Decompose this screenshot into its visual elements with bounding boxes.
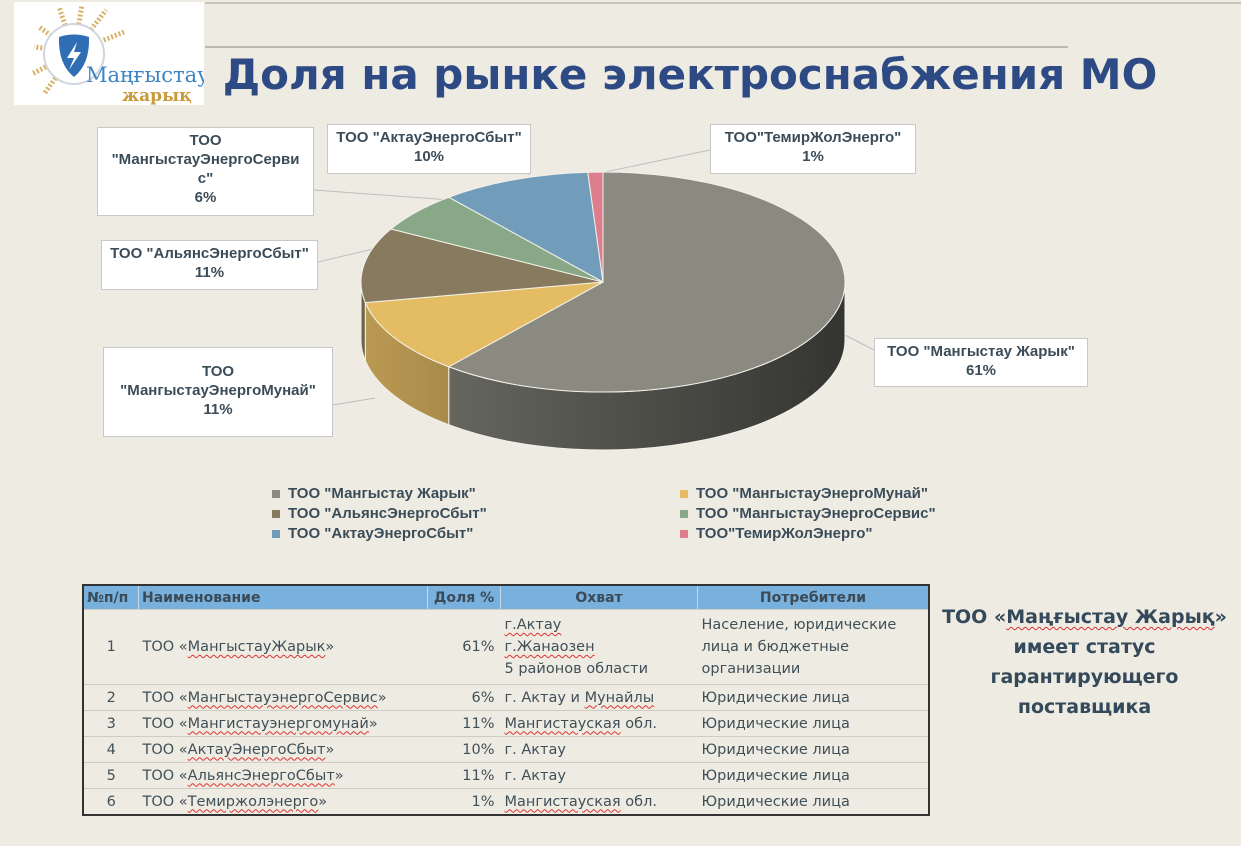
cell-number: 5	[83, 762, 139, 789]
cell-coverage: Мангистауская обл.	[500, 788, 698, 815]
cell-name: ТОО «АльянсЭнергоСбыт»	[138, 762, 428, 789]
data-label-temirzholenergo: ТОО"ТемирЖолЭнерго" 1%	[710, 124, 916, 174]
company-logo: Маңғыстау жарық	[14, 2, 210, 106]
cell-number: 2	[83, 684, 139, 711]
legend-swatch	[680, 509, 688, 518]
cell-share: 6%	[427, 684, 501, 711]
cell-number: 1	[83, 609, 139, 685]
col-header-share: Доля %	[427, 585, 501, 610]
legend-swatch	[680, 489, 688, 498]
slice-aktauenergosbyt	[447, 171, 604, 283]
cell-number: 6	[83, 788, 139, 815]
lightning-icon	[67, 42, 81, 70]
cell-name: ТОО «МангыстауЖарык»	[138, 609, 428, 685]
title-rule	[205, 46, 1068, 48]
table-row: 5 ТОО «АльянсЭнергоСбыт» 11% г. Актау Юридич…	[83, 762, 929, 789]
leader-line	[844, 334, 875, 351]
slice-mangystau-zharyk	[447, 171, 846, 393]
leader-line	[332, 397, 376, 406]
legend-item: ТОО "МангыстауЭнергоСервис"	[680, 505, 936, 522]
page-title: Доля на рынке электроснабжения МО	[222, 50, 1158, 99]
slice-alyans	[360, 228, 604, 304]
data-label-mangystau-zharyk: ТОО "Мангыстау Жарык" 61%	[874, 338, 1088, 387]
legend-item: ТОО "АктауЭнергоСбыт"	[272, 525, 473, 542]
cell-name: ТОО «МангыстауэнергоСервис»	[138, 684, 428, 711]
data-label-alyans: ТОО "АльянсЭнергоСбыт" 11%	[101, 240, 318, 290]
table-row: 3 ТОО «Мангистауэнергомунай» 11% Мангистаус…	[83, 710, 929, 737]
cell-name: ТОО «Темиржолэнерго»	[138, 788, 428, 815]
leader-line	[599, 149, 711, 174]
table-row: 4 ТОО «АктауЭнергоСбыт» 10% г. Актау Юридиче…	[83, 736, 929, 763]
legend-label: ТОО "МангыстауЭнергоСервис"	[696, 505, 936, 522]
col-header-name: Наименование	[138, 585, 428, 610]
legend-label: ТОО "АльянсЭнергоСбыт"	[288, 505, 487, 522]
cell-consumers: Юридические лица	[697, 684, 929, 711]
legend-item: ТОО"ТемирЖолЭнерго"	[680, 525, 873, 542]
cell-consumers: Юридические лица	[697, 710, 929, 737]
cell-share: 1%	[427, 788, 501, 815]
data-label-energoservis: ТОО "МангыстауЭнергоСерви с" 6%	[97, 127, 314, 216]
data-label-aktauenergosbyt: ТОО "АктауЭнергоСбыт" 10%	[327, 124, 531, 174]
legend-swatch	[272, 489, 280, 498]
slice-temirzholenergo	[587, 171, 604, 283]
cell-coverage: г.Актау г.Жанаозен 5 районов области	[500, 609, 698, 685]
legend-item: ТОО "МангыстауЭнергоМунай"	[680, 485, 928, 502]
legend-label: ТОО"ТемирЖолЭнерго"	[696, 525, 873, 542]
data-label-energomunai: ТОО "МангыстауЭнергоМунай" 11%	[103, 347, 333, 437]
svg-text:жарық: жарық	[122, 86, 192, 105]
pie-chart	[313, 149, 875, 451]
legend-swatch	[272, 529, 280, 538]
col-header-number: №п/п	[83, 585, 139, 610]
legend-label: ТОО "АктауЭнергоСбыт"	[288, 525, 474, 542]
cell-consumers: Юридические лица	[697, 788, 929, 815]
guarantee-supplier-note: ТОО «Маңғыстау Жарық» имеет статус гаран…	[942, 606, 1227, 718]
legend-swatch	[680, 529, 688, 538]
cell-share: 61%	[427, 609, 501, 685]
cell-share: 11%	[427, 762, 501, 789]
col-header-coverage: Охват	[500, 585, 698, 610]
top-rule	[205, 2, 1241, 4]
cell-coverage: г. Актау	[500, 762, 698, 789]
table-row: 1 ТОО «МангыстауЖарык» 61% г.Актау г.Жанаозе…	[83, 609, 929, 685]
cell-coverage: Мангистауская обл.	[500, 710, 698, 737]
cell-coverage: г. Актау и Мунайлы	[500, 684, 698, 711]
cell-share: 10%	[427, 736, 501, 763]
table-row: 2 ТОО «МангыстауэнергоСервис» 6% г. Актау и…	[83, 684, 929, 711]
table-header: №п/п Наименование Доля % Охват Потребите…	[83, 585, 930, 610]
cell-consumers: Население, юридические лица и бюджетные …	[697, 609, 929, 685]
cell-consumers: Юридические лица	[697, 762, 929, 789]
leader-line	[313, 189, 451, 201]
svg-text:Маңғыстау: Маңғыстау	[86, 63, 204, 87]
slice-energomunai	[364, 281, 604, 368]
cell-number: 4	[83, 736, 139, 763]
legend-label: ТОО "Мангыстау Жарык"	[288, 485, 476, 502]
cell-share: 11%	[427, 710, 501, 737]
cell-number: 3	[83, 710, 139, 737]
legend-item: ТОО "АльянсЭнергоСбыт"	[272, 505, 487, 522]
table-row: 6 ТОО «Темиржолэнерго» 1% Мангистауская об…	[83, 788, 929, 815]
market-share-table: №п/п Наименование Доля % Охват Потребите…	[82, 584, 930, 816]
cell-coverage: г. Актау	[500, 736, 698, 763]
legend-item: ТОО "Мангыстау Жарык"	[272, 485, 476, 502]
cell-consumers: Юридические лица	[697, 736, 929, 763]
cell-name: ТОО «АктауЭнергоСбыт»	[138, 736, 428, 763]
legend-label: ТОО "МангыстауЭнергоМунай"	[696, 485, 928, 502]
col-header-consumers: Потребители	[697, 585, 930, 610]
cell-name: ТОО «Мангистауэнергомунай»	[138, 710, 428, 737]
legend-swatch	[272, 509, 280, 518]
